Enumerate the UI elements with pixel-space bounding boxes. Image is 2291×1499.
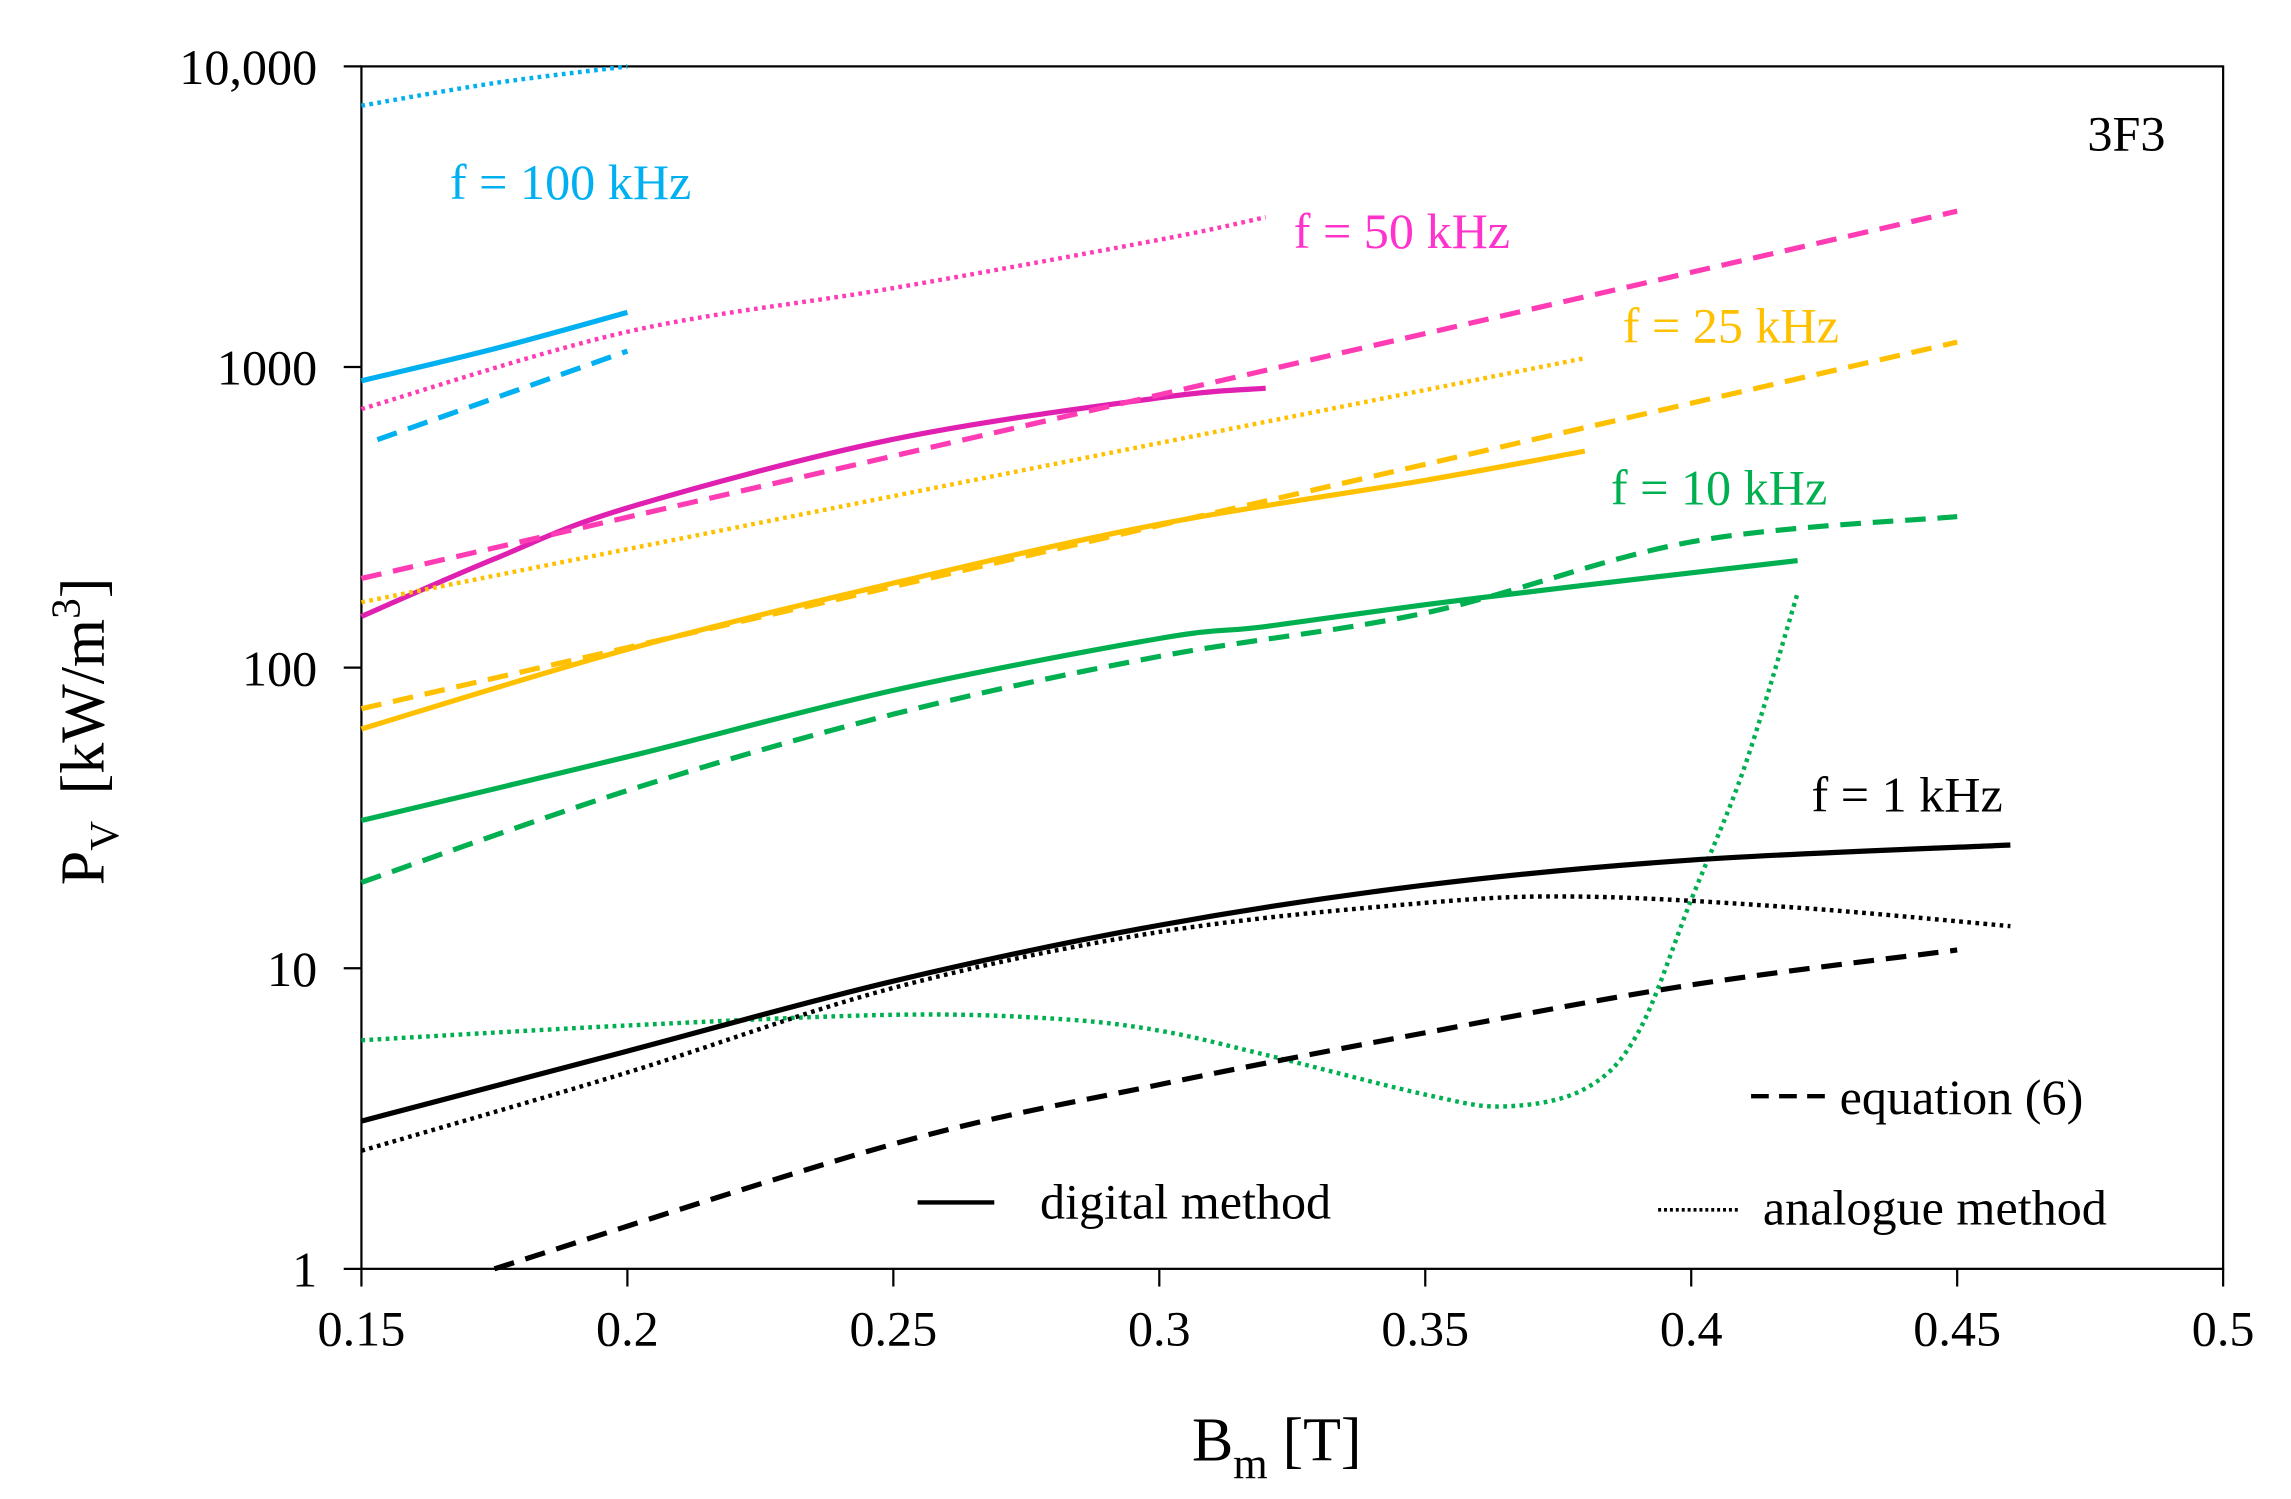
freq-label-25khz: f = 25 kHz (1623, 297, 1839, 353)
x-axis-title-sub: m (1233, 1439, 1267, 1488)
legend-label-digital: digital method (1040, 1174, 1331, 1230)
series-line-100-khz-analogue (361, 64, 628, 108)
series-line-50-khz-equation-6- (360, 208, 1958, 581)
freq-label-50khz: f = 50 kHz (1294, 203, 1510, 259)
series-line-50-khz-digital (360, 385, 1266, 619)
series-line-10-khz-digital (360, 558, 1798, 824)
series-group (360, 64, 2011, 1272)
y-tick-label: 10,000 (179, 39, 317, 95)
series-line-1-khz-equation-6- (493, 947, 1958, 1272)
series-line-1-khz-analogue (360, 894, 2011, 1153)
x-axis: 0.15 0.2 0.25 0.3 0.35 0.4 0.45 0.5 (318, 1268, 2255, 1357)
x-tick-label: 0.45 (1913, 1301, 2001, 1357)
legend: equation (6) digital method analogue met… (917, 1069, 2107, 1236)
y-axis-title-sup: 3 (43, 598, 89, 619)
y-axis-title-symbol: P (49, 851, 117, 885)
series-line-25-khz-digital (360, 448, 1586, 732)
y-axis-title-unit: [kW/m (49, 619, 117, 794)
series-line-1-khz-digital (360, 842, 2011, 1124)
series-line-25-khz-equation-6- (360, 339, 1958, 712)
legend-label-analogue: analogue method (1763, 1180, 2107, 1236)
series-line-10-khz-analogue (361, 592, 1800, 1109)
annotation-3f3: 3F3 (2087, 105, 2165, 161)
y-axis-title-sub: V (81, 821, 127, 851)
y-tick-label: 1000 (217, 340, 317, 396)
series-line-100-khz-equation-6- (376, 348, 629, 443)
freq-label-100khz: f = 100 kHz (450, 154, 691, 210)
x-axis-title: Bm [T] (1192, 1407, 1362, 1489)
x-tick-label: 0.5 (2192, 1301, 2255, 1357)
y-axis-title-close: ] (49, 578, 117, 599)
y-axis-title: PV [kW/m3] (43, 578, 127, 886)
y-tick-label: 1 (292, 1242, 317, 1298)
freq-label-1khz: f = 1 kHz (1812, 766, 2003, 822)
y-tick-label: 100 (242, 640, 317, 696)
series-line-100-khz-digital (360, 309, 629, 384)
x-axis-title-symbol: B (1192, 1407, 1233, 1475)
y-tick-label: 10 (267, 941, 317, 997)
freq-label-10khz: f = 10 kHz (1611, 460, 1827, 516)
legend-label-equation: equation (6) (1840, 1069, 2084, 1125)
series-line-50-khz-analogue (360, 215, 1267, 412)
x-tick-label: 0.35 (1381, 1301, 1469, 1357)
x-tick-label: 0.3 (1128, 1301, 1191, 1357)
y-axis: 1 10 100 1000 10,000 (179, 39, 362, 1298)
x-tick-label: 0.25 (849, 1301, 937, 1357)
x-axis-title-unit: [T] (1282, 1407, 1361, 1475)
x-tick-label: 0.4 (1660, 1301, 1723, 1357)
series-line-10-khz-equation-6- (360, 514, 1958, 885)
x-tick-label: 0.2 (596, 1301, 659, 1357)
series-line-25-khz-analogue (360, 356, 1586, 605)
x-tick-label: 0.15 (318, 1301, 406, 1357)
